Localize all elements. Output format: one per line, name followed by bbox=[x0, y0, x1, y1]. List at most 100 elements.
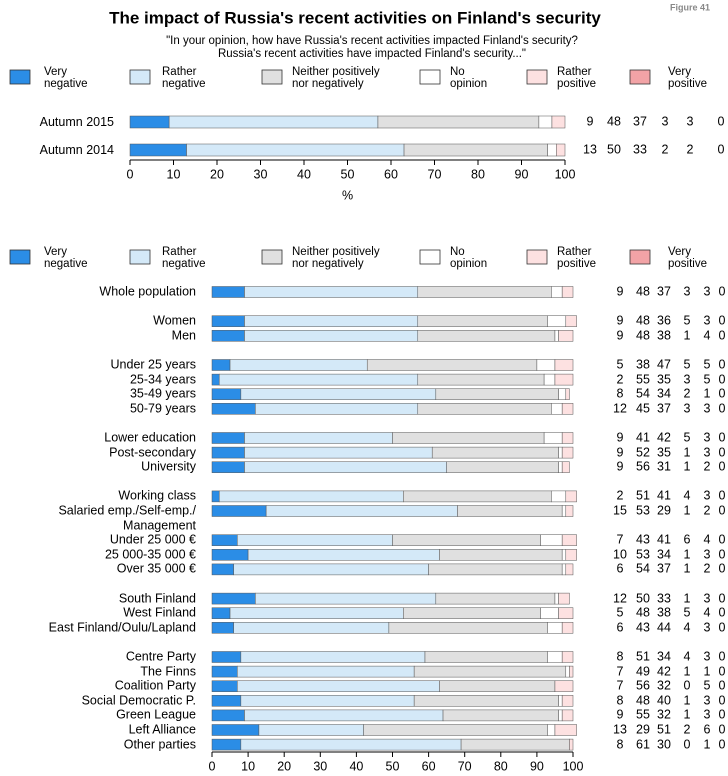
bar-segment bbox=[417, 286, 552, 298]
value-label: 0 bbox=[718, 488, 726, 503]
bar-segment bbox=[561, 286, 574, 298]
bar-segment bbox=[211, 709, 245, 722]
bar-segment bbox=[417, 403, 552, 415]
category-label: Lower education bbox=[104, 430, 196, 445]
bar-segment bbox=[211, 315, 245, 327]
bar-segment bbox=[565, 549, 577, 561]
value-label: 54 bbox=[636, 561, 650, 576]
bar-segment bbox=[211, 622, 234, 634]
value-label: 6 bbox=[616, 620, 624, 635]
bar-segment bbox=[377, 115, 540, 129]
category-label: Over 35 000 € bbox=[116, 562, 196, 577]
value-label: 38 bbox=[657, 328, 671, 343]
value-label: 36 bbox=[657, 313, 671, 328]
x-tick-label: 90 bbox=[514, 167, 529, 182]
bar-segment bbox=[460, 738, 570, 751]
value-label: 41 bbox=[636, 430, 650, 445]
bar-segment bbox=[211, 330, 245, 342]
value-label: 9 bbox=[586, 114, 594, 129]
bar-segment bbox=[244, 461, 447, 473]
value-label: 0 bbox=[718, 328, 726, 343]
legend-label: Neither positively nor negatively bbox=[292, 246, 380, 270]
bar-segment bbox=[265, 505, 458, 517]
bar-segment bbox=[237, 534, 393, 546]
category-label: Post-secondary bbox=[109, 445, 196, 460]
value-label: 40 bbox=[657, 693, 671, 708]
value-label: 2 bbox=[703, 503, 711, 518]
value-label: 0 bbox=[718, 707, 726, 722]
bar-segment bbox=[363, 724, 548, 736]
bar-segment bbox=[561, 651, 574, 663]
category-label: 35-49 years bbox=[129, 386, 196, 401]
bar-segment bbox=[244, 709, 444, 722]
legend-label: Rather positive bbox=[557, 66, 596, 90]
bar-segment bbox=[229, 359, 368, 371]
value-label: 3 bbox=[703, 284, 711, 299]
bar-segment bbox=[547, 143, 557, 157]
bar-segment bbox=[561, 534, 577, 546]
value-label: 1 bbox=[683, 693, 691, 708]
bar-segment bbox=[435, 388, 559, 400]
value-label: 2 bbox=[703, 561, 711, 576]
bar-segment bbox=[561, 446, 574, 459]
bar-segment bbox=[569, 665, 574, 678]
value-label: 42 bbox=[657, 664, 671, 679]
bar-segment bbox=[536, 359, 556, 371]
bar-segment bbox=[168, 115, 379, 129]
value-label: 0 bbox=[718, 678, 726, 693]
bar-segment bbox=[211, 592, 256, 605]
category-label: 50-79 years bbox=[129, 401, 196, 416]
category-label: Left Alliance bbox=[128, 722, 196, 737]
value-label: 4 bbox=[703, 328, 711, 343]
bar-segment bbox=[551, 115, 566, 129]
bar-segment bbox=[558, 446, 563, 459]
bar-segment bbox=[424, 651, 548, 663]
bar-segment bbox=[247, 549, 440, 561]
value-label: 8 bbox=[616, 693, 624, 708]
bar-segment bbox=[554, 359, 574, 371]
bar-segment bbox=[403, 490, 552, 503]
bar-segment bbox=[240, 695, 415, 707]
value-label: 5 bbox=[616, 357, 624, 372]
legend-swatch bbox=[629, 69, 651, 85]
bar-segment bbox=[556, 143, 566, 157]
category-label: Men bbox=[171, 328, 196, 343]
category-label: Autumn 2014 bbox=[39, 143, 114, 157]
bar-segment bbox=[366, 359, 538, 371]
value-label: 5 bbox=[703, 357, 711, 372]
bar-segment bbox=[258, 724, 364, 736]
bar-segment bbox=[240, 738, 462, 751]
value-label: 1 bbox=[683, 591, 691, 606]
value-label: 43 bbox=[636, 532, 650, 547]
value-label: 1 bbox=[683, 503, 691, 518]
value-label: 4 bbox=[683, 488, 691, 503]
value-label: 55 bbox=[636, 372, 650, 387]
category-label: South Finland bbox=[118, 591, 196, 606]
legend-swatch bbox=[261, 69, 283, 85]
value-label: 3 bbox=[703, 649, 711, 664]
x-tick-label: 50 bbox=[340, 167, 355, 182]
bar-segment bbox=[255, 403, 419, 415]
value-label: 56 bbox=[636, 459, 650, 474]
value-label: 2 bbox=[616, 372, 624, 387]
bar-segment bbox=[551, 403, 563, 415]
value-label: 48 bbox=[636, 328, 650, 343]
value-label: 49 bbox=[636, 664, 650, 679]
legend-swatch bbox=[526, 69, 548, 85]
value-label: 0 bbox=[718, 386, 726, 401]
value-label: 31 bbox=[657, 459, 671, 474]
category-label: Under 25 years bbox=[110, 357, 196, 372]
bar-segment bbox=[211, 607, 231, 619]
value-label: 35 bbox=[657, 372, 671, 387]
value-label: 10 bbox=[613, 547, 627, 562]
value-label: 38 bbox=[636, 357, 650, 372]
value-label: 9 bbox=[616, 313, 624, 328]
value-label: 0 bbox=[718, 430, 726, 445]
value-label: 51 bbox=[636, 649, 650, 664]
category-label: Autumn 2015 bbox=[39, 115, 114, 129]
bar-segment bbox=[211, 446, 245, 459]
value-label: 0 bbox=[718, 372, 726, 387]
value-label: 0 bbox=[683, 737, 691, 752]
category-label: Coalition Party bbox=[114, 678, 196, 693]
